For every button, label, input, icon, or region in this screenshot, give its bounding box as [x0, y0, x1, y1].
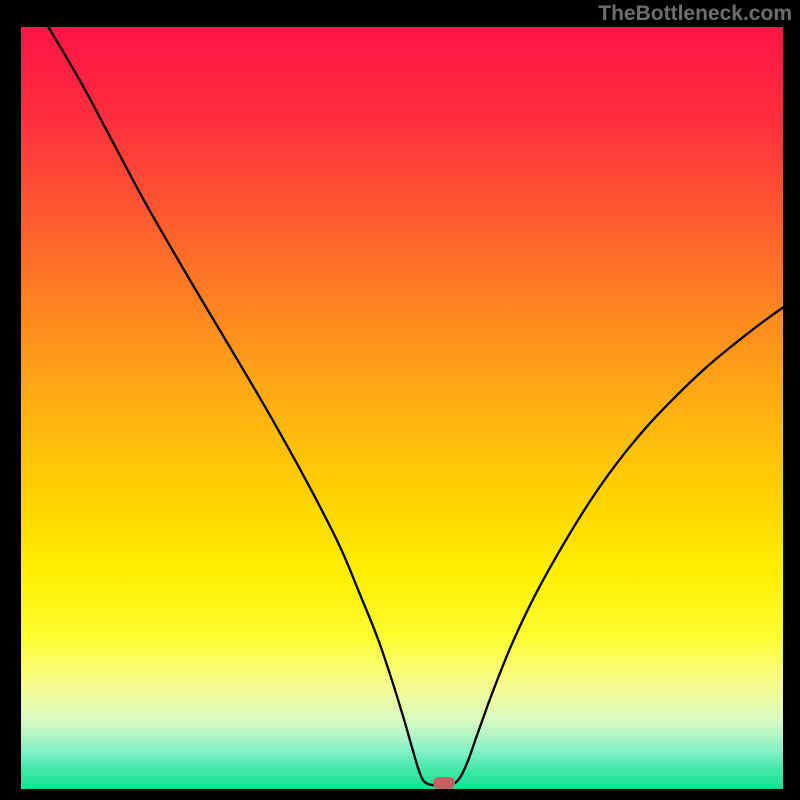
- curve-path: [48, 27, 783, 786]
- watermark-text: TheBottleneck.com: [598, 2, 792, 26]
- optimal-point-marker: [433, 777, 455, 789]
- chart-plot-area: [21, 27, 783, 789]
- bottleneck-curve: [21, 27, 783, 789]
